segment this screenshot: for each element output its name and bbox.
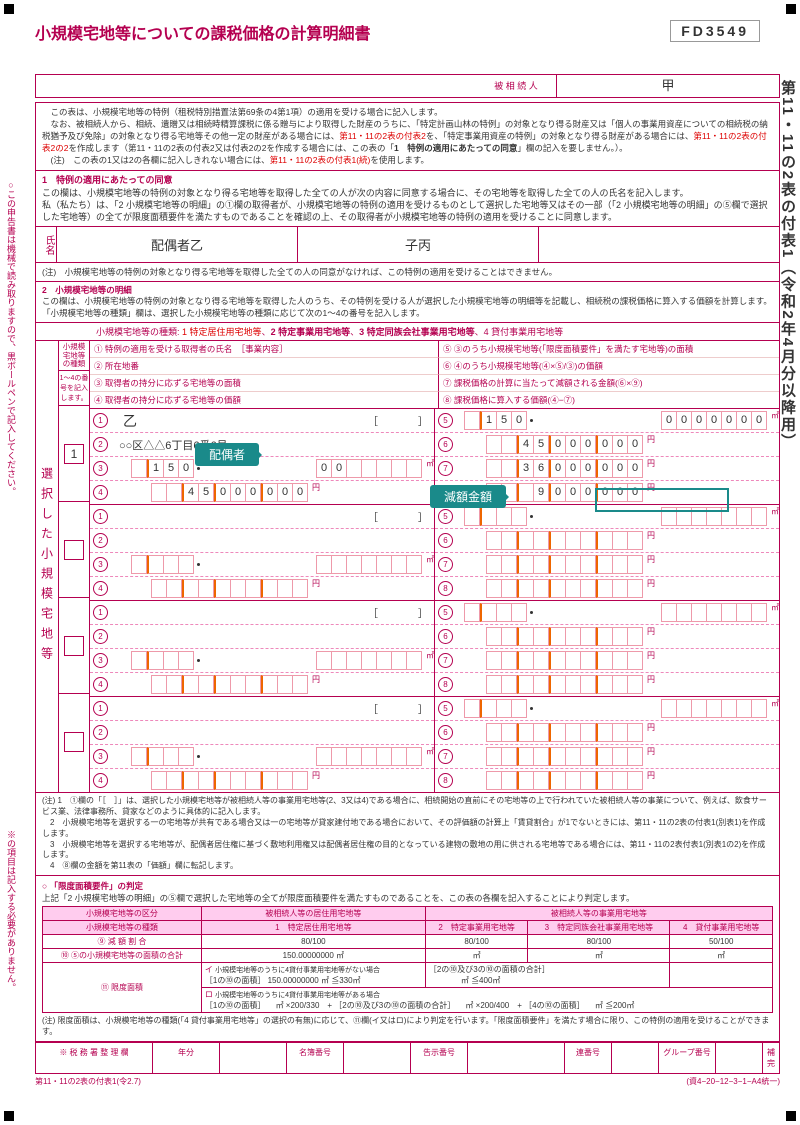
footer-row: ※ 税 務 署 整 理 欄 年分 名簿番号 告示番号 連番号 グループ番号 補 … [36, 1042, 779, 1073]
section1: 1 特例の適用にあたっての同意 この欄は、小規模宅地等の特例の対象となり得る宅地… [36, 171, 779, 227]
type-val-1: 1 [59, 406, 89, 502]
heir-value: 甲 [557, 75, 779, 97]
side-instruction: ○この申告書は機械で読み取りますので、黒ボールペンで記入してください。 [5, 180, 18, 580]
intro-text: この表は、小規模宅地等の特例（租税特別措置法第69条の4第1項）の適用を受ける場… [36, 103, 779, 171]
page-title: 小規模宅地等についての課税価格の計算明細書 [35, 20, 780, 44]
corner-marker [786, 4, 796, 14]
name-2: 子丙 [298, 227, 539, 262]
heir-label: 被 相 続 人 [476, 75, 557, 97]
type-val-3 [59, 598, 89, 694]
side-instruction-2: ※の項目は記入する必要がありません。 [5, 830, 18, 1030]
section2-intro: 2 小規模宅地等の明細 この欄は、小規模宅地等の特例の対象となり得る宅地等を取得… [36, 282, 779, 323]
callout-reduction: 減額金額 [430, 485, 506, 508]
names-label: 氏名 [36, 227, 57, 262]
names-row: 氏名 配偶者乙 子丙 [36, 227, 779, 263]
heir-row: 被 相 続 人 甲 [35, 74, 780, 98]
name-3 [539, 227, 779, 262]
corner-marker [4, 1111, 14, 1121]
type-legend: 小規模宅地等の種類: 1 特定居住用宅地等、2 特定事業用宅地等、3 特定同族会… [36, 323, 779, 341]
highlight-box [595, 488, 729, 512]
form-page: FD3549 小規模宅地等についての課税価格の計算明細書 ○この申告書は機械で読… [0, 0, 800, 1125]
corner-marker [786, 1111, 796, 1121]
section1-note: (注) 小規模宅地等の特例の対象となり得る宅地等を取得した全ての人の同意がなけれ… [36, 263, 779, 282]
grid-left-label: 選択した小規模宅地等 [36, 341, 59, 792]
grid-body: ① 特例の適用を受ける取得者の氏名 ［事業内容］⑤ ③のうち小規模宅地等(「限度… [90, 341, 779, 792]
form-number-vertical: 第11・11の2表の付表1（令和2年4月分以降用） [777, 80, 798, 580]
type-column: 小規模宅地等の種類 1～4の番号を記入します。 1 [59, 341, 90, 792]
entry-3: 1［ ］ 2 3㎡ 4円 5㎡ 6円 7円 8円 [90, 601, 779, 697]
name-1: 配偶者乙 [57, 227, 298, 262]
main-form: この表は、小規模宅地等の特例（租税特別措置法第69条の4第1項）の適用を受ける場… [35, 102, 780, 1074]
area-table: 小規模宅地等の区分被相続人等の居住用宅地等被相続人等の事業用宅地等 小規模宅地等… [42, 906, 773, 1013]
entry-2: 1［ ］ 2 3㎡ 4円 5㎡ 6円 7円 8円 [90, 505, 779, 601]
corner-marker [4, 4, 14, 14]
area-section: ○ 「限度面積要件」の判定 上記「2 小規模宅地等の明細」の⑤欄で選択した宅地等… [36, 876, 779, 1042]
form-code: FD3549 [670, 20, 760, 42]
bottom-labels: 第11・11の2表の付表1(令2.7) (資4−20−12−3−1−A4統一) [35, 1076, 780, 1087]
callout-spouse: 配偶者 [195, 443, 259, 466]
type-val-4 [59, 694, 89, 789]
detail-grid: 選択した小規模宅地等 小規模宅地等の種類 1～4の番号を記入します。 1 ① 特… [36, 341, 779, 793]
entry-4: 1［ ］ 2 3㎡ 4円 5㎡ 6円 7円 8円 [90, 697, 779, 792]
type-val-2 [59, 502, 89, 598]
grid-notes: (注) 1 ①欄の「［ ］」は、選択した小規模宅地等が被相続人等の事業用宅地等(… [36, 793, 779, 876]
